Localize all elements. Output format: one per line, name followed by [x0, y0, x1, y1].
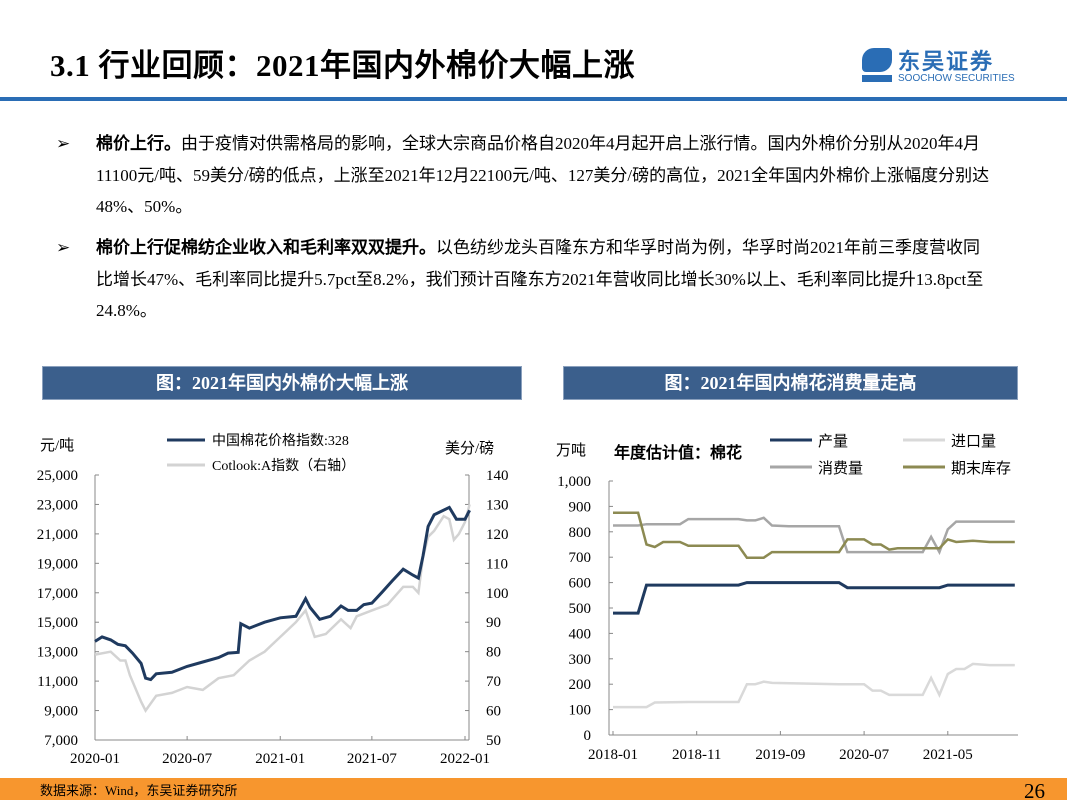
logo-text-en: SOOCHOW SECURITIES — [898, 73, 1015, 84]
page-title: 3.1 行业回顾：2021年国内外棉价大幅上涨 — [50, 48, 635, 83]
series-line-production — [613, 581, 1015, 615]
y-axis-label: 万吨 — [556, 442, 586, 459]
bullet-text: 由于疫情对供需格局的影响，全球大宗商品价格自2020年4月起开启上涨行情。国内外… — [96, 134, 990, 216]
legend-label: 产量 — [818, 433, 848, 450]
bullet-item: ➢ 棉价上行促棉纺企业收入和毛利率双双提升。以色纺纱龙头百隆东方和华孚时尚为例，… — [56, 232, 996, 326]
y-tick-label: 900 — [569, 499, 592, 515]
y-tick-label: 7,000 — [44, 733, 78, 749]
chart1-title: 图：2021年国内外棉价大幅上涨 — [42, 366, 522, 400]
y2-tick-label: 50 — [486, 733, 501, 749]
bullet-item: ➢ 棉价上行。由于疫情对供需格局的影响，全球大宗商品价格自2020年4月起开启上… — [56, 128, 996, 222]
y-tick-label: 13,000 — [37, 645, 78, 661]
legend-label: 中国棉花价格指数:328 — [212, 432, 349, 449]
x-tick-label: 2019-09 — [755, 747, 805, 763]
x-tick-label: 2020-01 — [70, 751, 120, 767]
chart2-title: 图：2021年国内棉花消费量走高 — [563, 366, 1018, 400]
arrow-bullet-icon: ➢ — [56, 238, 71, 257]
legend-label: 期末库存 — [951, 460, 1011, 477]
y2-tick-label: 60 — [486, 704, 501, 720]
source-note: 数据来源：Wind，东吴证券研究所 — [40, 783, 238, 798]
x-tick-label: 2018-11 — [672, 747, 721, 763]
series-line-ending-stock — [613, 511, 1015, 559]
y-tick-label: 200 — [569, 677, 592, 693]
y-tick-label: 19,000 — [37, 556, 78, 572]
y2-tick-label: 110 — [486, 556, 508, 572]
series-line-cotlook-a — [94, 504, 471, 714]
logo-text-cn: 东吴证券 — [898, 50, 995, 75]
header-divider — [0, 97, 1067, 101]
series-line-consumption — [613, 516, 1015, 556]
y-tick-label: 25,000 — [37, 468, 78, 484]
company-logo: 东吴证券 SOOCHOW SECURITIES — [862, 48, 1022, 84]
x-tick-label: 2022-01 — [440, 751, 490, 767]
arrow-bullet-icon: ➢ — [56, 134, 71, 153]
page-number: 26 — [1024, 779, 1045, 803]
y-tick-label: 0 — [584, 728, 592, 744]
y-axis-label: 元/吨 — [40, 437, 74, 454]
cotton-consumption-chart: 0 100 200 300 400 500 600 700 800 900 1,000 2018-01… — [556, 433, 1018, 763]
x-tick-label: 2021-05 — [923, 747, 973, 763]
chart-subtitle: 年度估计值：棉花 — [614, 443, 742, 462]
y-tick-label: 17,000 — [37, 586, 78, 602]
y2-tick-label: 130 — [486, 497, 509, 513]
y-tick-label: 500 — [569, 601, 592, 617]
legend-label: Cotlook:A指数（右轴） — [212, 458, 355, 474]
bullet-lead: 棉价上行促棉纺企业收入和毛利率双双提升。 — [96, 238, 436, 258]
logo-mark-bar-icon — [862, 75, 892, 82]
logo-mark-icon — [862, 48, 892, 72]
y-tick-label: 21,000 — [37, 527, 78, 543]
x-tick-label: 2021-07 — [347, 751, 397, 767]
series-line-china-index — [94, 505, 471, 682]
y2-tick-label: 140 — [486, 468, 509, 484]
y-tick-label: 600 — [569, 576, 592, 592]
legend-label: 进口量 — [951, 433, 996, 450]
x-tick-label: 2020-07 — [839, 747, 889, 763]
series-line-import — [613, 662, 1015, 709]
y-tick-label: 100 — [569, 703, 592, 719]
bullet-list: ➢ 棉价上行。由于疫情对供需格局的影响，全球大宗商品价格自2020年4月起开启上… — [56, 128, 996, 336]
x-tick-label: 2021-01 — [255, 751, 305, 767]
y-tick-label: 800 — [569, 525, 592, 541]
bullet-text: 以色纺纱龙头百隆东方和华孚时尚为例，华孚时尚2021年前三季度营收同比增长47%… — [96, 238, 984, 320]
x-tick-label: 2020-07 — [162, 751, 212, 767]
y-tick-label: 15,000 — [37, 615, 78, 631]
y2-tick-label: 80 — [486, 645, 501, 661]
y2-tick-label: 120 — [486, 527, 509, 543]
y-tick-label: 9,000 — [44, 704, 78, 720]
y-tick-label: 300 — [569, 652, 592, 668]
y-tick-label: 700 — [569, 550, 592, 566]
cotton-price-chart: 7,000 9,000 11,000 13,000 15,000 17,000 19,000… — [37, 432, 509, 767]
x-tick-label: 2018-01 — [588, 747, 638, 763]
footer-bar — [0, 778, 1067, 800]
y-tick-label: 400 — [569, 626, 592, 642]
y2-tick-label: 70 — [486, 674, 501, 690]
y-tick-label: 23,000 — [37, 497, 78, 513]
y2-tick-label: 100 — [486, 586, 509, 602]
y2-axis-label: 美分/磅 — [445, 440, 494, 457]
bullet-lead: 棉价上行。 — [96, 134, 181, 154]
y-tick-label: 1,000 — [557, 474, 591, 490]
y-tick-label: 11,000 — [37, 674, 78, 690]
y2-tick-label: 90 — [486, 615, 501, 631]
legend-label: 消费量 — [818, 460, 863, 477]
